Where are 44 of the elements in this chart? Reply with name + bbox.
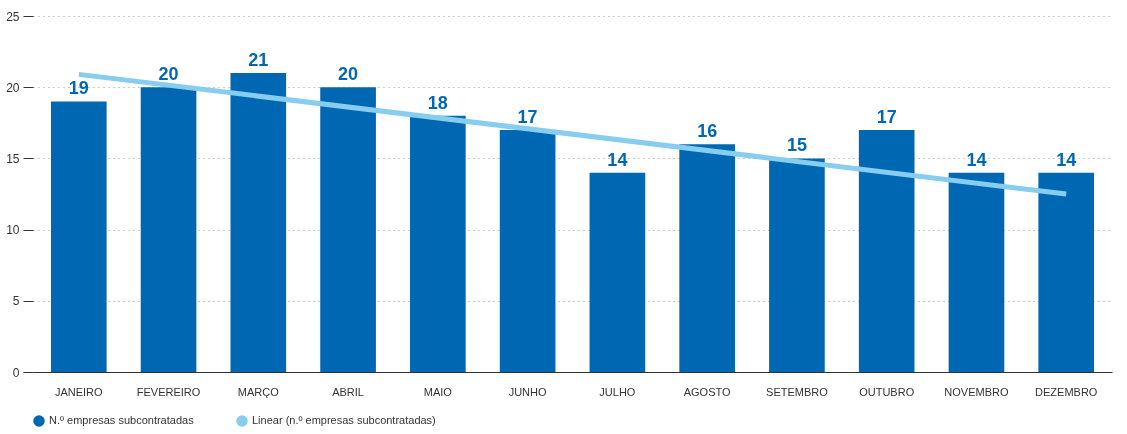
data-label: 18 bbox=[427, 92, 448, 113]
data-label: 14 bbox=[1056, 149, 1077, 170]
y-tick-label: 0 bbox=[12, 365, 20, 380]
y-tick-label: 25 bbox=[6, 9, 20, 24]
data-label: 15 bbox=[786, 135, 807, 156]
x-tick-label: FEVEREIRO bbox=[136, 385, 201, 398]
bar bbox=[320, 87, 376, 372]
x-tick-label: JULHO bbox=[599, 385, 636, 398]
data-label: 14 bbox=[966, 149, 987, 170]
data-label: 20 bbox=[158, 64, 179, 85]
data-label: 14 bbox=[607, 149, 628, 170]
bar bbox=[1038, 172, 1095, 372]
x-tick-label: AGOSTO bbox=[683, 385, 732, 398]
data-label: 17 bbox=[517, 106, 538, 127]
x-tick-label: ABRIL bbox=[332, 385, 364, 398]
bar bbox=[948, 172, 1005, 372]
data-label: 19 bbox=[68, 78, 89, 99]
x-tick-label: MAIO bbox=[423, 385, 453, 398]
x-tick-label: MARÇO bbox=[237, 385, 280, 398]
data-label: 16 bbox=[697, 121, 718, 142]
bar bbox=[589, 172, 646, 372]
legend-label: Linear (n.º empresas subcontratadas) bbox=[252, 414, 436, 426]
x-tick-label: JANEIRO bbox=[54, 385, 104, 398]
x-tick-label: NOVEMBRO bbox=[944, 385, 1009, 398]
x-tick-label: DEZEMBRO bbox=[1035, 385, 1098, 398]
x-tick-label: SETEMBRO bbox=[766, 385, 829, 398]
bar bbox=[499, 129, 556, 372]
bar bbox=[858, 129, 915, 372]
bar bbox=[140, 87, 197, 372]
data-label: 17 bbox=[876, 106, 897, 127]
bar bbox=[50, 101, 107, 372]
bar bbox=[230, 72, 287, 372]
data-label: 21 bbox=[248, 49, 269, 70]
legend-label: N.º empresas subcontratadas bbox=[49, 414, 195, 426]
bar bbox=[410, 115, 466, 372]
y-tick-label: 10 bbox=[6, 223, 20, 238]
x-tick-label: JUNHO bbox=[508, 385, 547, 398]
bar bbox=[769, 158, 825, 372]
x-tick-label: OUTUBRO bbox=[859, 385, 915, 398]
y-tick-label: 5 bbox=[12, 294, 20, 309]
y-tick-label: 15 bbox=[6, 151, 20, 166]
y-tick-label: 20 bbox=[6, 80, 20, 95]
data-label: 20 bbox=[338, 64, 359, 85]
bar bbox=[679, 144, 735, 372]
